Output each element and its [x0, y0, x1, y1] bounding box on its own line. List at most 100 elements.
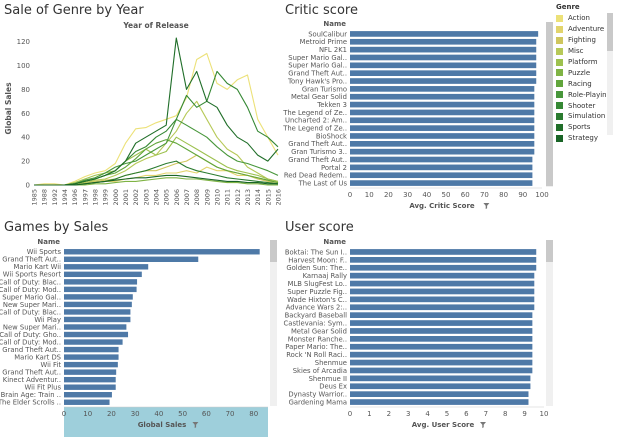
bar[interactable] [64, 376, 116, 383]
bar[interactable] [64, 384, 116, 390]
bar[interactable] [350, 304, 535, 311]
legend-swatch [556, 58, 563, 66]
bar[interactable] [64, 339, 123, 345]
bar[interactable] [350, 117, 535, 124]
legend-item[interactable]: Puzzle [556, 67, 624, 78]
bar[interactable] [350, 101, 535, 108]
legend-item[interactable]: Role-Playing [556, 89, 624, 100]
series-line-sports[interactable] [34, 37, 279, 186]
scrollbar-track[interactable] [270, 240, 277, 406]
bar-label: NFL 2K1 [319, 46, 347, 54]
bar[interactable] [350, 62, 537, 69]
legend-item[interactable]: Fighting [556, 35, 624, 46]
bar[interactable] [350, 257, 537, 263]
bar-label: Super Puzzle Fig.. [287, 288, 347, 296]
x-tick-label: 30 [403, 191, 412, 199]
bar[interactable] [350, 31, 539, 37]
bar[interactable] [350, 54, 537, 61]
bar[interactable] [350, 86, 535, 92]
scrollbar-thumb[interactable] [546, 22, 553, 186]
series-line-shooter[interactable] [34, 70, 279, 186]
bar[interactable] [350, 93, 535, 100]
bar[interactable] [64, 309, 131, 315]
legend-scrollbar-thumb[interactable] [607, 13, 613, 51]
bar[interactable] [350, 367, 533, 374]
bar[interactable] [64, 271, 142, 278]
bar[interactable] [350, 133, 535, 139]
bar[interactable] [350, 359, 533, 366]
bar[interactable] [64, 392, 112, 398]
bar[interactable] [64, 354, 119, 360]
legend-scrollbar[interactable] [607, 13, 613, 135]
series-line-strategy[interactable] [34, 174, 278, 186]
legend-item[interactable]: Action [556, 13, 624, 24]
user-score-chart[interactable]: Name Boktai: The Sun I..Harvest Moon: F..… [282, 236, 554, 441]
bar[interactable] [350, 140, 535, 147]
filter-icon[interactable] [192, 422, 199, 429]
series-line-platform[interactable] [34, 136, 279, 186]
genre-legend[interactable]: Genre Action Adventure Fighting Misc Platfor… [556, 3, 624, 142]
legend-item[interactable]: Racing [556, 78, 624, 89]
legend-item[interactable]: Adventure [556, 24, 624, 35]
bar[interactable] [350, 172, 533, 179]
bar[interactable] [64, 399, 110, 405]
bar[interactable] [350, 164, 533, 171]
filter-icon[interactable] [480, 422, 486, 429]
bar[interactable] [350, 343, 533, 350]
bar[interactable] [350, 351, 533, 358]
series-line-action[interactable] [33, 52, 279, 186]
filter-icon[interactable] [483, 203, 490, 210]
bar[interactable] [350, 70, 537, 77]
bar[interactable] [64, 369, 117, 375]
bar[interactable] [350, 109, 535, 116]
bar[interactable] [350, 249, 537, 255]
bar[interactable] [350, 272, 535, 279]
bar[interactable] [350, 180, 533, 186]
bar[interactable] [64, 264, 149, 270]
scrollbar-thumb[interactable] [270, 240, 277, 262]
bar[interactable] [64, 294, 133, 300]
legend-item[interactable]: Shooter [556, 100, 624, 111]
x-tick-label: 10 [83, 410, 92, 418]
bar[interactable] [350, 78, 537, 84]
bar[interactable] [350, 264, 537, 271]
bar[interactable] [64, 361, 118, 368]
legend-item[interactable]: Platform [556, 57, 624, 68]
bar[interactable] [64, 346, 119, 353]
legend-item[interactable]: Simulation [556, 111, 624, 122]
bar[interactable] [350, 312, 533, 318]
bar[interactable] [350, 148, 535, 155]
bar[interactable] [350, 296, 535, 303]
bar[interactable] [350, 391, 529, 397]
bar[interactable] [64, 324, 127, 330]
bar[interactable] [350, 399, 529, 405]
bar[interactable] [64, 256, 199, 262]
legend-item[interactable]: Strategy [556, 133, 624, 144]
legend-swatch [556, 47, 563, 55]
bar[interactable] [350, 38, 537, 45]
bar[interactable] [350, 383, 531, 390]
bar[interactable] [64, 279, 138, 285]
scrollbar-thumb[interactable] [546, 240, 553, 262]
bar[interactable] [64, 316, 131, 323]
sales-by-year-chart[interactable]: Year of Release Global Sales 0 20 40 60 80 100 1… [0, 18, 282, 218]
bar[interactable] [350, 46, 537, 53]
x-axis-label: Avg. User Score [412, 421, 475, 429]
bar[interactable] [350, 336, 533, 342]
bar[interactable] [350, 375, 531, 382]
bar[interactable] [350, 125, 535, 131]
legend-item[interactable]: Misc [556, 46, 624, 57]
bar[interactable] [350, 288, 535, 295]
scrollbar-track[interactable] [546, 240, 553, 406]
bar[interactable] [350, 328, 533, 334]
bar[interactable] [350, 280, 535, 287]
bar[interactable] [64, 286, 137, 293]
legend-item[interactable]: Sports [556, 122, 624, 133]
bar[interactable] [64, 249, 260, 255]
bar[interactable] [64, 331, 129, 338]
bar[interactable] [64, 301, 132, 308]
bar[interactable] [350, 156, 533, 163]
bar[interactable] [350, 320, 533, 326]
